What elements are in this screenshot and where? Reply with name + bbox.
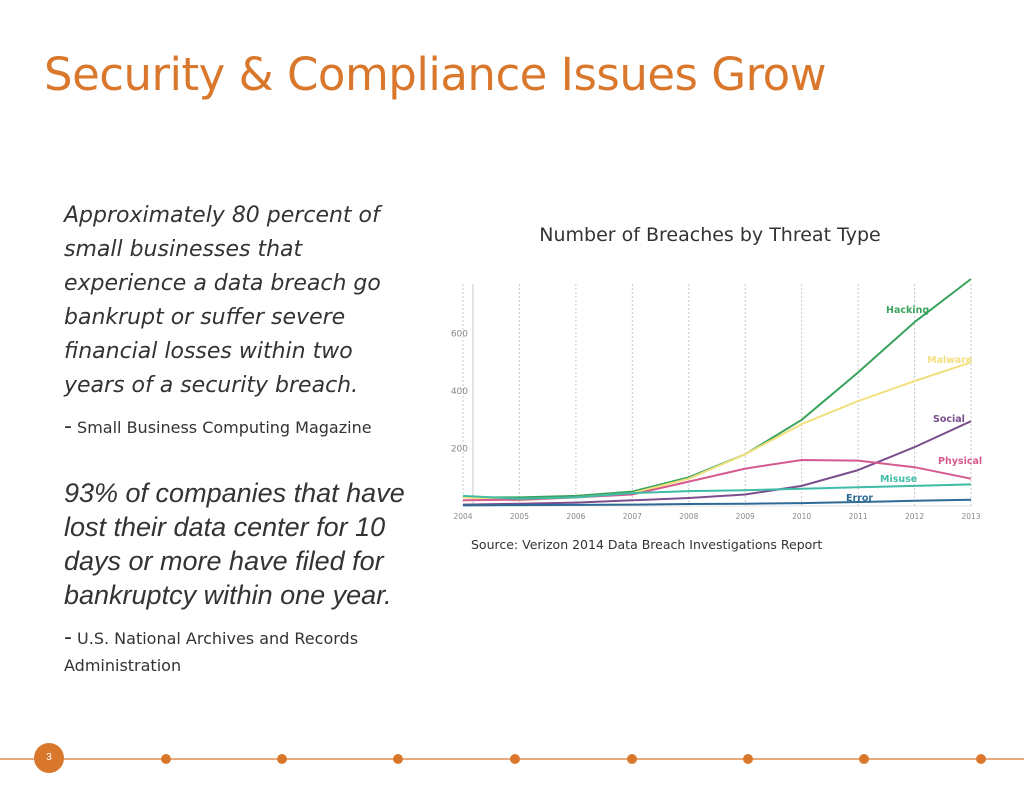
x-tick-label: 2013 — [961, 512, 980, 521]
x-tick-label: 2012 — [905, 512, 924, 521]
attribution-source-1: Small Business Computing Magazine — [77, 418, 372, 437]
attribution-dash: - — [64, 625, 72, 650]
x-tick-label: 2006 — [566, 512, 585, 521]
attribution-small-business: - Small Business Computing Magazine — [64, 414, 372, 439]
series-label-error: Error — [846, 493, 873, 504]
x-tick-label: 2011 — [849, 512, 868, 521]
attribution-dash: - — [64, 414, 72, 439]
y-tick-label: 400 — [451, 387, 468, 397]
timeline-dot — [161, 754, 171, 764]
x-tick-label: 2007 — [623, 512, 642, 521]
timeline-dot — [976, 754, 986, 764]
series-label-malware: Malware — [927, 355, 972, 366]
page-number-badge: 3 — [34, 743, 64, 773]
series-line-misuse — [462, 483, 972, 500]
quote-small-business: Approximately 80 percent of small busine… — [64, 203, 381, 398]
x-tick-label: 2009 — [736, 512, 755, 521]
series-label-misuse: Misuse — [880, 474, 917, 485]
y-tick-label: 600 — [451, 330, 468, 340]
series-label-physical: Physical — [938, 456, 982, 467]
y-tick-label: 200 — [451, 445, 468, 455]
attribution-source-2: U.S. National Archives and Records Admin… — [64, 629, 359, 675]
timeline-dot — [277, 754, 287, 764]
slide-timeline — [0, 754, 1024, 764]
attribution-national-archives: - U.S. National Archives and Records Adm… — [64, 624, 404, 679]
timeline-dot — [393, 754, 403, 764]
series-line-social — [462, 420, 972, 506]
timeline-dot — [743, 754, 753, 764]
x-tick-label: 2005 — [510, 512, 529, 521]
series-line-error — [462, 498, 972, 507]
slide-title: Security & Compliance Issues Grow — [44, 48, 827, 101]
x-tick-label: 2004 — [453, 512, 472, 521]
timeline-dot — [627, 754, 637, 764]
chart-title: Number of Breaches by Threat Type — [539, 224, 881, 246]
timeline-dot — [510, 754, 520, 764]
series-label-social: Social — [933, 414, 965, 425]
timeline-dot — [859, 754, 869, 764]
breaches-line-chart: 200 400 600 2004 2005 2006 2007 2008 2009 2010 201… — [451, 278, 982, 521]
chart-source: Source: Verizon 2014 Data Breach Investi… — [471, 537, 823, 552]
x-tick-label: 2010 — [792, 512, 811, 521]
series-label-hacking: Hacking — [886, 305, 929, 316]
x-tick-label: 2008 — [679, 512, 698, 521]
quote-data-center: 93% of companies that have lost their da… — [64, 478, 405, 610]
